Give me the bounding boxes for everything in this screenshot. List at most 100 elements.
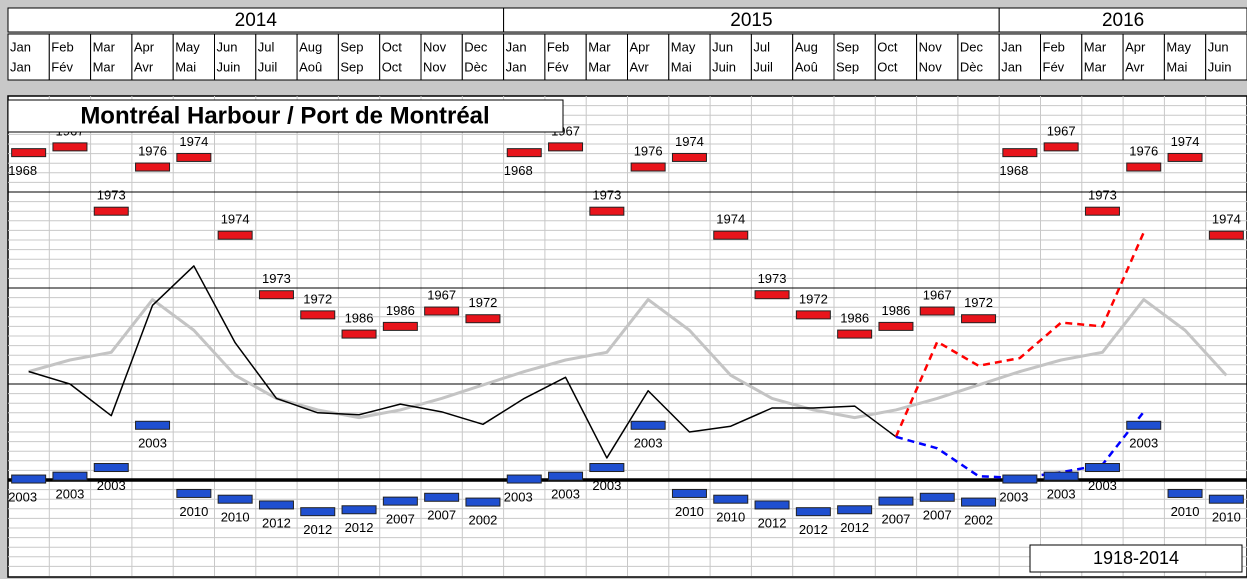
record-high-year: 1973	[1088, 188, 1117, 203]
record-low-year: 2003	[8, 489, 37, 504]
month-label: Nov	[423, 39, 447, 54]
month-cell	[544, 33, 587, 81]
record-low-year: 2003	[1047, 487, 1076, 502]
record-high-year: 1973	[758, 271, 787, 286]
record-low-year: 2003	[504, 489, 533, 504]
month-label-fr: Avr	[134, 59, 154, 74]
month-cell	[750, 33, 794, 81]
month-cell	[131, 33, 174, 81]
plot: 1968 1967 1973 1976 1974 1974 1973 1972 1986 1986…	[8, 96, 1247, 576]
record-high-year: 1968	[504, 163, 533, 178]
record-low	[961, 497, 997, 507]
record-high-year: 1973	[97, 188, 126, 203]
record-high	[11, 148, 47, 158]
month-label-fr: Sep	[836, 59, 859, 74]
record-high-year: 1974	[221, 212, 250, 227]
record-high-year: 1968	[999, 163, 1028, 178]
record-high	[424, 306, 460, 316]
record-low	[754, 500, 790, 510]
record-high-year: 1974	[1212, 212, 1241, 227]
record-low	[506, 474, 542, 484]
record-low-year: 2003	[55, 487, 84, 502]
month-label-fr: Sep	[340, 59, 363, 74]
record-high	[465, 314, 501, 324]
record-low	[341, 505, 377, 515]
record-high	[217, 230, 253, 240]
record-high-year: 1972	[303, 291, 332, 306]
month-label: May	[175, 39, 200, 54]
month-label-fr: Jan	[506, 59, 527, 74]
record-high-year: 1976	[634, 143, 663, 158]
record-low	[837, 505, 873, 515]
month-cell	[957, 33, 1000, 81]
month-cell	[461, 33, 505, 81]
record-high	[1084, 206, 1120, 216]
record-low-year: 2010	[716, 510, 745, 525]
mean-line	[1019, 298, 1228, 377]
record-low-year: 2003	[97, 478, 126, 493]
series-line	[894, 231, 1145, 438]
record-low	[1208, 494, 1244, 504]
record-low-year: 2012	[345, 520, 374, 535]
month-label-fr: Juin	[712, 59, 736, 74]
month-cell	[916, 33, 959, 81]
record-low-year: 2010	[221, 510, 250, 525]
mean-line	[523, 298, 980, 420]
record-high	[713, 230, 749, 240]
record-high-year: 1986	[881, 303, 910, 318]
record-low-year: 2003	[138, 436, 167, 451]
record-low	[795, 507, 831, 517]
record-low	[671, 488, 707, 498]
record-high	[878, 321, 914, 331]
month-cell	[1205, 33, 1247, 81]
record-high-year: 1967	[427, 287, 456, 302]
month-label-fr: Jan	[10, 59, 31, 74]
month-label-fr: Oct	[382, 59, 403, 74]
month-label: Jul	[258, 39, 275, 54]
month-cell	[833, 33, 876, 81]
record-high	[754, 290, 790, 300]
month-label: Jun	[1208, 39, 1229, 54]
month-label-fr: Mar	[93, 59, 116, 74]
record-low-year: 2010	[179, 504, 208, 519]
record-high	[176, 152, 212, 162]
record-low	[424, 492, 460, 502]
record-low-year: 2003	[999, 489, 1028, 504]
month-label: Jan	[506, 39, 527, 54]
month-label-fr: Mai	[1166, 59, 1187, 74]
month-cell	[48, 33, 92, 81]
record-low-year: 2007	[881, 512, 910, 527]
month-label-fr: Mar	[1084, 59, 1107, 74]
year-label: 2016	[1102, 10, 1144, 31]
year-cell	[998, 7, 1247, 33]
month-label-fr: Dèc	[464, 59, 488, 74]
record-low	[1126, 420, 1162, 430]
month-cell	[90, 33, 133, 81]
month-label: Jun	[217, 39, 238, 54]
month-label-fr: Oct	[877, 59, 898, 74]
month-label: Apr	[134, 39, 155, 54]
record-low-year: 2012	[303, 522, 332, 537]
record-low	[52, 471, 88, 481]
record-high	[1126, 162, 1162, 172]
year-label: 2015	[730, 10, 772, 31]
record-high	[258, 290, 294, 300]
month-label: Aug	[795, 39, 818, 54]
month-label-fr: Juin	[217, 59, 241, 74]
record-low	[630, 420, 666, 430]
record-high	[837, 329, 873, 339]
record-high	[52, 142, 88, 152]
mean-line	[28, 298, 484, 420]
month-label: Nov	[919, 39, 943, 54]
record-high	[382, 321, 418, 331]
record-low	[919, 492, 955, 502]
record-high	[548, 142, 584, 152]
record-high-year: 1972	[468, 295, 497, 310]
month-label-fr: Avr	[1125, 59, 1145, 74]
month-label: Apr	[1125, 39, 1146, 54]
record-high	[795, 310, 831, 320]
month-label: Feb	[1043, 39, 1065, 54]
record-high	[1002, 148, 1038, 158]
month-cell	[585, 33, 629, 81]
record-low-year: 2007	[427, 508, 456, 523]
